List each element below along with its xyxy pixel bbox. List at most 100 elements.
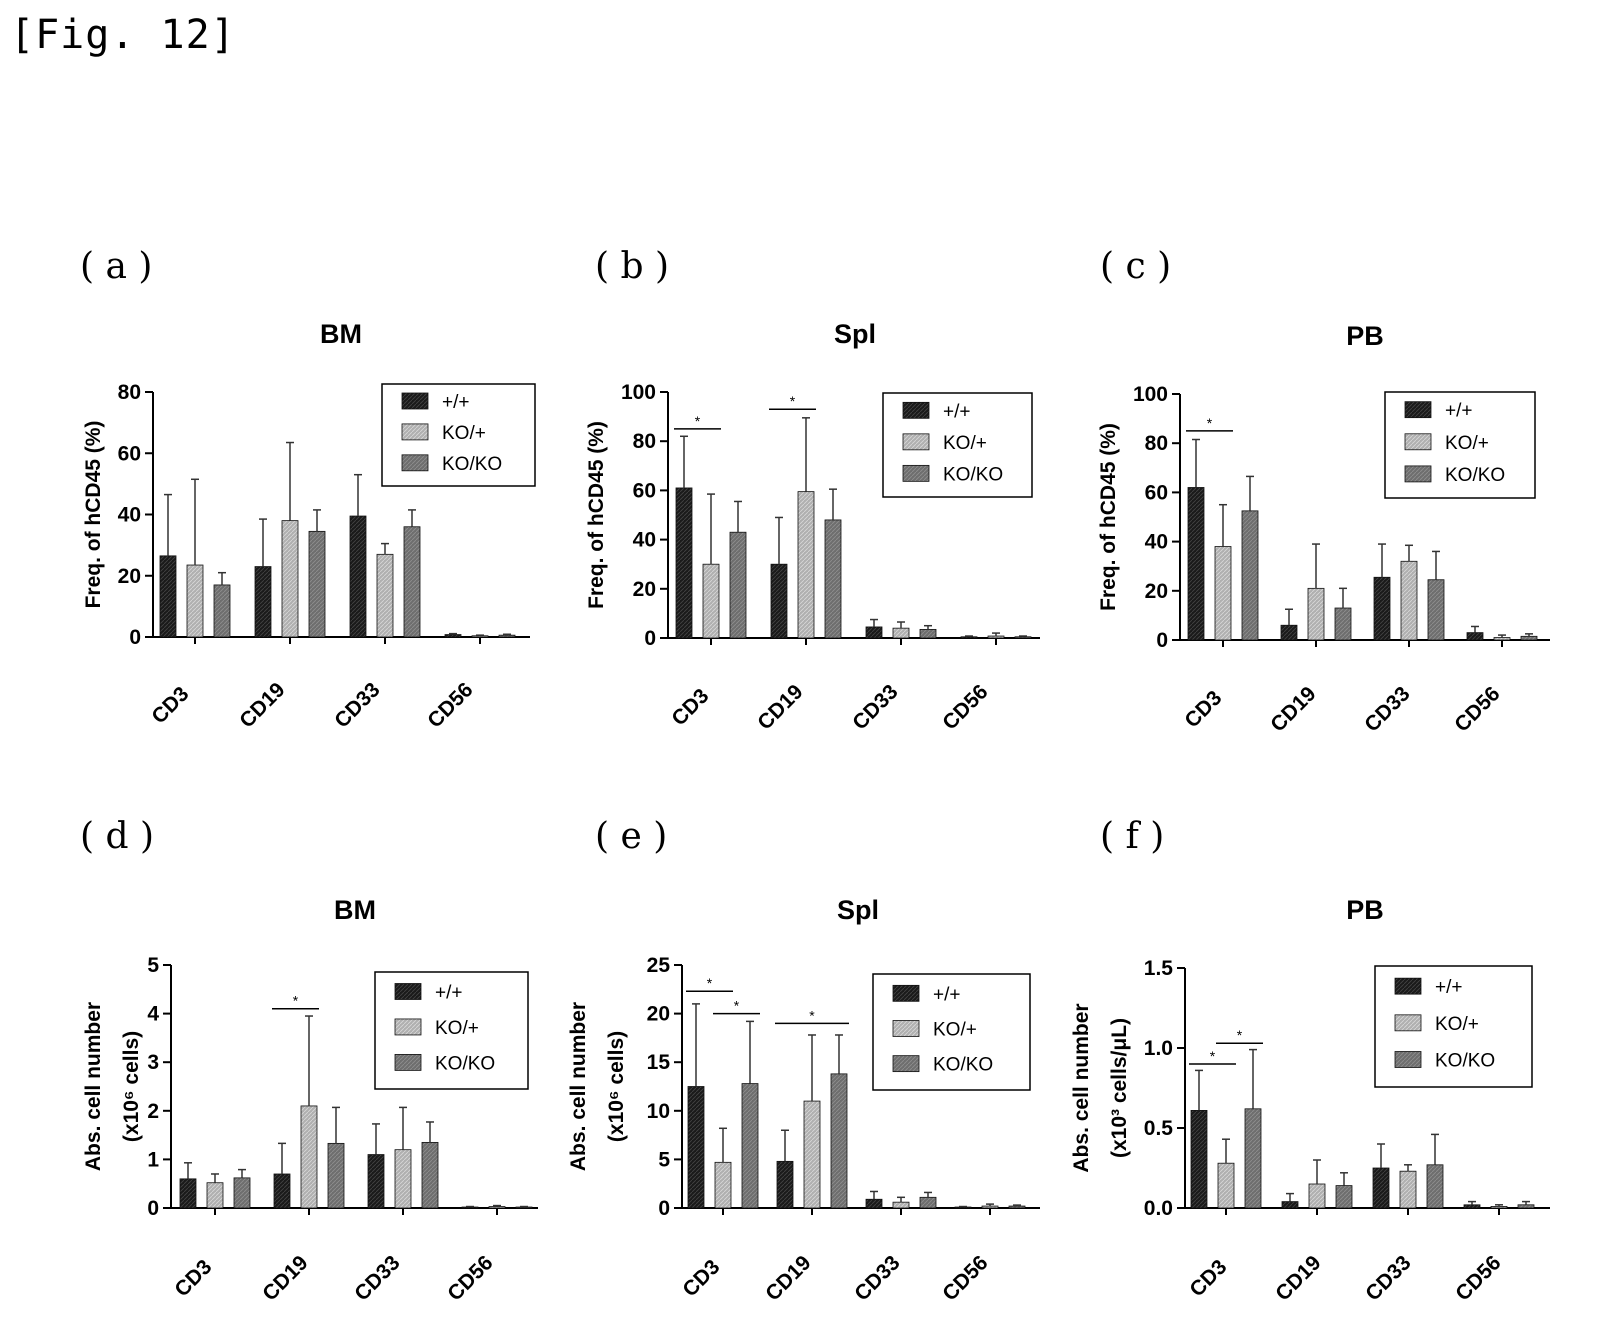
bar: [919, 1196, 937, 1209]
y-tick-label: 40: [1145, 531, 1168, 554]
y-tick-label: 3: [147, 1051, 159, 1074]
legend-label: KO/+: [1445, 433, 1489, 454]
y-tick-label: 1.0: [1144, 1037, 1173, 1060]
chart-panel-5: ( e ) Spl Abs. cell number (x10⁶ cells) 0 5 10…: [567, 816, 1040, 1306]
bar: [1334, 607, 1352, 641]
legend-label: KO/KO: [1435, 1051, 1495, 1072]
y-axis-label: Freq. of hCD45 (%): [82, 421, 105, 609]
legend-swatch: [394, 1018, 422, 1036]
bar: [1244, 1108, 1262, 1209]
bar: [1187, 487, 1205, 641]
chart-title: PB: [1346, 895, 1384, 925]
x-tick-label-cd3: CD3: [147, 682, 193, 728]
bar: [308, 530, 326, 638]
bar: [1490, 1206, 1508, 1209]
bar: [233, 1177, 251, 1209]
legend-swatch: [1394, 977, 1422, 995]
bar: [376, 553, 394, 638]
y-axis-label-unit: (x10⁶ cells): [120, 1031, 143, 1142]
bar: [281, 520, 299, 638]
bar: [714, 1161, 732, 1209]
bar: [1214, 546, 1232, 641]
chart-title: BM: [320, 319, 362, 349]
legend-swatch: [1394, 1051, 1422, 1068]
legend-swatch: [394, 983, 422, 1000]
panel-letter: ( e ): [595, 816, 667, 857]
bar: [1014, 636, 1032, 639]
legend-label: KO/KO: [1445, 465, 1505, 486]
y-tick-label: 60: [118, 442, 141, 465]
y-tick-label: 2: [147, 1100, 159, 1123]
panel-letter: ( f ): [1100, 816, 1164, 857]
bar: [741, 1083, 759, 1209]
bar: [206, 1182, 224, 1209]
bar: [1400, 560, 1418, 641]
chart-title: BM: [334, 895, 376, 925]
significance-star: *: [790, 393, 796, 409]
legend: +/+ KO/+ KO/KO: [872, 973, 1031, 1091]
y-tick-label: 0: [644, 627, 656, 650]
y-tick-label: 40: [633, 529, 656, 552]
bar: [1281, 1201, 1299, 1209]
y-tick-label: 0.0: [1144, 1197, 1173, 1220]
bar: [1372, 1167, 1390, 1209]
x-tick-label-cd19: CD19: [1271, 1251, 1325, 1305]
x-tick-label-cd19: CD19: [258, 1251, 312, 1305]
bar: [830, 1073, 848, 1209]
x-tick-label-cd3: CD3: [1180, 686, 1226, 732]
bar: [987, 635, 1005, 639]
legend: +/+ KO/+ KO/KO: [374, 971, 529, 1090]
bar: [254, 566, 272, 638]
legend-swatch: [394, 1054, 422, 1071]
x-tick-label-cd56: CD56: [443, 1251, 497, 1305]
bar: [159, 555, 177, 638]
y-axis-label: Abs. cell number: [1070, 1003, 1093, 1172]
significance-star: *: [809, 1007, 815, 1023]
bar: [1335, 1185, 1353, 1209]
y-axis-label-unit: (x10³ cells/μL): [1108, 1018, 1131, 1158]
legend: +/+ KO/+ KO/KO: [882, 392, 1033, 498]
y-tick-label: 1.5: [1144, 957, 1174, 980]
bar: [1517, 1204, 1535, 1209]
y-tick-label: 15: [647, 1051, 671, 1074]
bar: [1466, 632, 1484, 641]
bar: [865, 626, 883, 639]
bar: [421, 1141, 439, 1209]
legend-label: KO/KO: [943, 464, 1003, 485]
bar: [1427, 579, 1445, 641]
y-tick-label: 0: [147, 1197, 159, 1220]
legend-label: KO/+: [943, 433, 987, 454]
legend-swatch: [1404, 465, 1432, 483]
bar: [865, 1198, 883, 1209]
x-tick-label-cd33: CD33: [1360, 682, 1414, 736]
legend-swatch: [892, 1055, 920, 1073]
bar: [675, 487, 693, 639]
y-tick-label: 40: [118, 504, 141, 527]
x-tick-label-cd3: CD3: [678, 1255, 724, 1301]
legend-label: +/+: [1445, 401, 1472, 422]
legend-label: KO/+: [933, 1019, 977, 1040]
significance-star: *: [1207, 415, 1213, 431]
legend-label: KO/KO: [933, 1055, 993, 1076]
bar: [1463, 1204, 1481, 1209]
y-axis-label: Abs. cell number: [82, 1002, 105, 1171]
x-tick-label-cd56: CD56: [938, 680, 992, 734]
bar: [327, 1142, 345, 1209]
x-tick-label-cd33: CD33: [850, 1251, 904, 1305]
y-tick-label: 100: [621, 381, 656, 404]
y-axis-label: Freq. of hCD45 (%): [585, 421, 608, 609]
y-tick-label: 1: [147, 1148, 159, 1171]
bar: [729, 531, 747, 639]
legend-swatch: [401, 423, 429, 441]
x-tick-label-cd33: CD33: [330, 678, 384, 732]
legend: +/+ KO/+ KO/KO: [1384, 391, 1536, 499]
bar: [471, 635, 489, 638]
bar: [213, 584, 231, 638]
legend-label: KO/+: [1435, 1014, 1479, 1035]
x-tick-label-cd33: CD33: [1361, 1251, 1415, 1305]
y-tick-label: 0.5: [1144, 1117, 1174, 1140]
legend: +/+ KO/+ KO/KO: [1374, 965, 1533, 1088]
y-tick-label: 60: [633, 479, 656, 502]
legend-label: +/+: [1435, 977, 1462, 998]
y-tick-label: 20: [1145, 580, 1168, 603]
